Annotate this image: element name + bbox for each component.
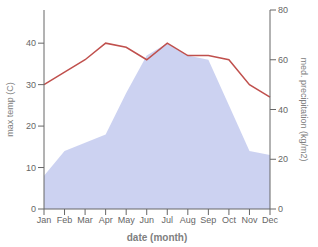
svg-text:Jun: Jun (139, 215, 154, 225)
svg-text:max temp (C): max temp (C) (5, 82, 15, 137)
svg-text:20: 20 (26, 121, 36, 131)
svg-text:0: 0 (278, 204, 283, 214)
svg-text:date (month): date (month) (127, 232, 188, 243)
svg-text:40: 40 (278, 105, 288, 115)
svg-text:May: May (118, 215, 136, 225)
svg-text:Aug: Aug (180, 215, 196, 225)
svg-text:20: 20 (278, 154, 288, 164)
svg-text:40: 40 (26, 38, 36, 48)
svg-text:0: 0 (31, 204, 36, 214)
svg-text:Sep: Sep (200, 215, 216, 225)
svg-text:Feb: Feb (57, 215, 73, 225)
svg-text:Oct: Oct (222, 215, 237, 225)
svg-text:80: 80 (278, 5, 288, 15)
svg-text:Apr: Apr (99, 215, 113, 225)
svg-text:30: 30 (26, 80, 36, 90)
svg-text:60: 60 (278, 55, 288, 65)
svg-text:10: 10 (26, 163, 36, 173)
svg-text:med. precipitation (kg/m2): med. precipitation (kg/m2) (299, 57, 309, 161)
svg-text:Jul: Jul (162, 215, 174, 225)
svg-text:Mar: Mar (77, 215, 93, 225)
svg-text:Jan: Jan (37, 215, 52, 225)
svg-text:Nov: Nov (241, 215, 258, 225)
svg-text:Dec: Dec (262, 215, 279, 225)
